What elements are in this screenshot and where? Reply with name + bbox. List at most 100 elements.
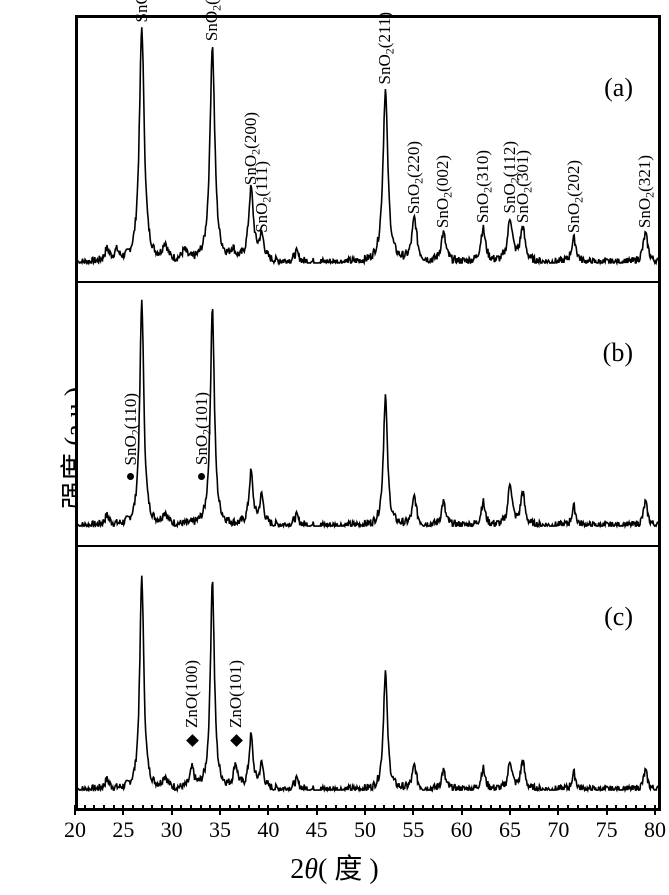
x-tick-major (509, 805, 511, 815)
peak-label: SnO2(111) (253, 161, 272, 233)
x-tick-major (654, 805, 656, 815)
x-tick-minor (287, 805, 289, 810)
x-tick-label: 25 (112, 817, 134, 843)
panel-c: (c) ZnO(100) ZnO(101) (78, 545, 658, 808)
marker-label: ZnO(100) (183, 660, 200, 728)
x-axis-label: 2θ( 度 ) (290, 847, 378, 887)
x-tick-minor (325, 805, 327, 810)
x-label-theta: θ (304, 854, 318, 885)
spectrum-c (78, 547, 658, 808)
x-tick-minor (374, 805, 376, 810)
xrd-trace-c (78, 575, 658, 789)
panel-a: (a) SnO2(110)SnO2(101)SnO2(200)SnO2(111)… (78, 18, 658, 281)
x-tick-minor (470, 805, 472, 810)
x-tick-minor (161, 805, 163, 810)
x-tick-major (606, 805, 608, 815)
x-tick-major (316, 805, 318, 815)
x-tick-minor (644, 805, 646, 810)
x-tick-minor (93, 805, 95, 810)
x-tick-major (219, 805, 221, 815)
x-label-suffix: ( 度 ) (318, 854, 379, 885)
peak-label: SnO2(211) (376, 12, 395, 84)
x-tick-label: 60 (451, 817, 473, 843)
x-tick-minor (432, 805, 434, 810)
x-tick-minor (200, 805, 202, 810)
x-tick-minor (422, 805, 424, 810)
plot-area: (a) SnO2(110)SnO2(101)SnO2(200)SnO2(111)… (75, 15, 661, 811)
x-tick-minor (548, 805, 550, 810)
x-tick-minor (229, 805, 231, 810)
x-tick-minor (480, 805, 482, 810)
x-tick-minor (577, 805, 579, 810)
panel-c-label: (c) (604, 602, 633, 632)
x-tick-minor (403, 805, 405, 810)
peak-label: SnO2(110) (133, 0, 152, 22)
x-tick-minor (519, 805, 521, 810)
x-tick-minor (238, 805, 240, 810)
marker-dot-icon (198, 473, 205, 480)
x-tick-minor (142, 805, 144, 810)
x-tick-label: 20 (64, 817, 86, 843)
x-tick-minor (615, 805, 617, 810)
xrd-chart: 强度 (a.u.) (a) SnO2(110)SnO2(101)SnO2(200… (0, 0, 669, 895)
x-tick-minor (345, 805, 347, 810)
x-tick-minor (393, 805, 395, 810)
x-tick-minor (190, 805, 192, 810)
x-tick-label: 45 (306, 817, 328, 843)
peak-label: SnO2(220) (405, 141, 424, 214)
x-tick-minor (586, 805, 588, 810)
x-tick-minor (383, 805, 385, 810)
x-tick-minor (180, 805, 182, 810)
peak-label: SnO2(301) (514, 150, 533, 223)
panel-b: (b) SnO2(110)SnO2(101) (78, 281, 658, 544)
x-tick-major (74, 805, 76, 815)
x-tick-major (412, 805, 414, 815)
x-tick-label: 40 (257, 817, 279, 843)
x-tick-minor (596, 805, 598, 810)
x-tick-minor (635, 805, 637, 810)
x-label-prefix: 2 (290, 854, 304, 885)
x-tick-label: 70 (547, 817, 569, 843)
x-tick-minor (248, 805, 250, 810)
x-tick-label: 80 (644, 817, 666, 843)
xrd-trace-b (78, 300, 658, 526)
x-axis-ticks: 20253035404550556065707580 (75, 805, 655, 845)
peak-label: SnO2(321) (636, 155, 655, 228)
x-tick-label: 75 (596, 817, 618, 843)
x-tick-minor (209, 805, 211, 810)
x-tick-minor (567, 805, 569, 810)
x-tick-label: 35 (209, 817, 231, 843)
x-tick-minor (151, 805, 153, 810)
x-tick-major (461, 805, 463, 815)
peak-label: SnO2(202) (565, 160, 584, 233)
spectrum-b (78, 283, 658, 544)
x-tick-minor (103, 805, 105, 810)
peak-label: SnO2(101) (203, 0, 222, 41)
x-tick-minor (277, 805, 279, 810)
x-tick-label: 30 (161, 817, 183, 843)
marker-label: SnO2(101) (193, 392, 212, 465)
x-tick-minor (306, 805, 308, 810)
x-tick-major (171, 805, 173, 815)
x-tick-minor (451, 805, 453, 810)
x-tick-minor (490, 805, 492, 810)
marker-label: SnO2(110) (122, 393, 141, 465)
x-tick-major (267, 805, 269, 815)
x-tick-minor (538, 805, 540, 810)
spectrum-a (78, 18, 658, 281)
x-tick-minor (335, 805, 337, 810)
x-tick-label: 50 (354, 817, 376, 843)
marker-label: ZnO(101) (227, 660, 244, 728)
x-tick-minor (258, 805, 260, 810)
x-tick-major (557, 805, 559, 815)
x-tick-label: 65 (499, 817, 521, 843)
peak-label: SnO2(310) (474, 150, 493, 223)
x-tick-minor (354, 805, 356, 810)
x-tick-minor (132, 805, 134, 810)
x-tick-minor (528, 805, 530, 810)
x-tick-label: 55 (402, 817, 424, 843)
peak-label: SnO2(002) (434, 155, 453, 228)
x-tick-major (364, 805, 366, 815)
panel-a-label: (a) (604, 73, 633, 103)
x-tick-minor (296, 805, 298, 810)
